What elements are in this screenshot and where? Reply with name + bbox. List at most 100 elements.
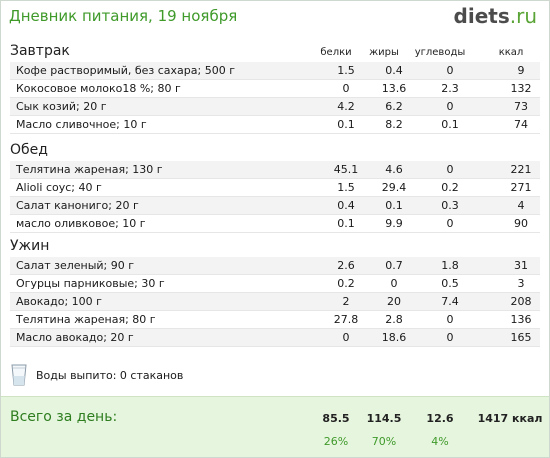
meal-header: Ужин (0, 237, 550, 257)
food-name: Авокадо; 100 г (16, 295, 102, 308)
kcal-value: 9 (517, 64, 525, 77)
logo-main: diets (453, 4, 510, 28)
fat-value: 13.6 (381, 82, 407, 95)
meal-header: Обед (0, 141, 550, 161)
food-row: Салат зеленый; 90 г 2.6 0.7 1.8 31 (10, 257, 540, 275)
food-name: Сык козий; 20 г (16, 100, 107, 113)
food-row: Огурцы парниковые; 30 г 0.2 0 0.5 3 (10, 275, 540, 293)
meal-section-breakfast: Завтрак белки жиры углеводы ккал Кофе ра… (0, 42, 550, 134)
kcal-value: 221 (510, 163, 532, 176)
header: Дневник питания, 19 ноября diets.ru (0, 0, 550, 38)
kcal-value: 165 (510, 331, 532, 344)
fat-value: 4.6 (385, 163, 403, 176)
column-header-carbs: углеводы (414, 47, 466, 58)
meal-title: Ужин (10, 238, 50, 254)
kcal-value: 90 (514, 217, 528, 230)
daily-total: Всего за день: 85.5 114.5 12.6 1417 ккал… (1, 396, 549, 457)
kcal-value: 74 (514, 118, 528, 131)
food-name: Кокосовое молоко18 %; 80 г (16, 82, 181, 95)
food-row: масло оливковое; 10 г 0.1 9.9 0 90 (10, 215, 540, 233)
total-label: Всего за день: (10, 409, 118, 425)
carbs-value: 0.5 (441, 277, 459, 290)
food-row: Масло сливочное; 10 г 0.1 8.2 0.1 74 (10, 116, 540, 134)
fat-value: 20 (387, 295, 401, 308)
food-name: Масло авокадо; 20 г (16, 331, 134, 344)
fat-value: 0.1 (385, 199, 403, 212)
carbs-value: 0 (446, 217, 454, 230)
carbs-value: 0 (446, 163, 454, 176)
fat-value: 29.4 (381, 181, 407, 194)
food-name: Масло сливочное; 10 г (16, 118, 147, 131)
kcal-value: 271 (510, 181, 532, 194)
food-name: масло оливковое; 10 г (16, 217, 146, 230)
food-name: Огурцы парниковые; 30 г (16, 277, 165, 290)
total-carbs: 12.6 (426, 412, 454, 425)
page-title: Дневник питания, 19 ноября (9, 7, 238, 25)
carbs-value: 0 (446, 331, 454, 344)
logo-suffix: .ru (509, 4, 537, 28)
water-glass-icon (10, 364, 28, 386)
carbs-value: 0.3 (441, 199, 459, 212)
kcal-value: 208 (510, 295, 532, 308)
carbs-value: 2.3 (441, 82, 459, 95)
column-header-protein: белки (320, 47, 352, 58)
kcal-value: 4 (517, 199, 525, 212)
meal-header: Завтрак белки жиры углеводы ккал (0, 42, 550, 62)
fat-value: 0 (390, 277, 398, 290)
carbs-value: 0 (446, 313, 454, 326)
food-name: Салат зеленый; 90 г (16, 259, 135, 272)
protein-value: 2 (342, 295, 350, 308)
kcal-value: 136 (510, 313, 532, 326)
protein-value: 0.2 (337, 277, 355, 290)
carbs-value: 1.8 (441, 259, 459, 272)
food-row: Кокосовое молоко18 %; 80 г 0 13.6 2.3 13… (10, 80, 540, 98)
carbs-value: 0.2 (441, 181, 459, 194)
total-fat: 114.5 (366, 412, 402, 425)
fat-value: 0.4 (385, 64, 403, 77)
fat-value: 6.2 (385, 100, 403, 113)
food-row: Alioli соус; 40 г 1.5 29.4 0.2 271 (10, 179, 540, 197)
food-row: Кофе растворимый, без сахара; 500 г 1.5 … (10, 62, 540, 80)
food-name: Телятина жареная; 130 г (16, 163, 163, 176)
food-name: Телятина жареная; 80 г (16, 313, 156, 326)
meal-title: Обед (10, 142, 48, 158)
fat-value: 2.8 (385, 313, 403, 326)
food-row: Авокадо; 100 г 2 20 7.4 208 (10, 293, 540, 311)
food-name: Салат канониго; 20 г (16, 199, 139, 212)
fat-value: 18.6 (381, 331, 407, 344)
carbs-value: 7.4 (441, 295, 459, 308)
fat-percent: 70% (371, 435, 397, 448)
water-tracker: Воды выпито: 0 стаканов (10, 364, 310, 386)
fat-value: 8.2 (385, 118, 403, 131)
total-protein: 85.5 (322, 412, 350, 425)
protein-percent: 26% (323, 435, 349, 448)
food-row: Масло авокадо; 20 г 0 18.6 0 165 (10, 329, 540, 347)
protein-value: 0.1 (337, 118, 355, 131)
carbs-value: 0 (446, 64, 454, 77)
kcal-value: 73 (514, 100, 528, 113)
fat-value: 9.9 (385, 217, 403, 230)
protein-value: 0.1 (337, 217, 355, 230)
total-kcal: 1417 ккал (477, 412, 543, 425)
meal-section-dinner: Ужин Салат зеленый; 90 г 2.6 0.7 1.8 31 … (0, 237, 550, 347)
column-header-kcal: ккал (498, 47, 524, 58)
column-header-fat: жиры (369, 47, 399, 58)
protein-value: 0 (342, 82, 350, 95)
site-logo[interactable]: diets.ru (454, 4, 537, 28)
protein-value: 45.1 (333, 163, 359, 176)
food-row: Телятина жареная; 80 г 27.8 2.8 0 136 (10, 311, 540, 329)
protein-value: 1.5 (337, 64, 355, 77)
protein-value: 4.2 (337, 100, 355, 113)
carbs-value: 0 (446, 100, 454, 113)
food-row: Сык козий; 20 г 4.2 6.2 0 73 (10, 98, 540, 116)
food-name: Alioli соус; 40 г (16, 181, 102, 194)
meal-title: Завтрак (10, 43, 70, 59)
fat-value: 0.7 (385, 259, 403, 272)
meal-section-lunch: Обед Телятина жареная; 130 г 45.1 4.6 0 … (0, 141, 550, 233)
protein-value: 0.4 (337, 199, 355, 212)
kcal-value: 132 (510, 82, 532, 95)
protein-value: 27.8 (333, 313, 359, 326)
food-name: Кофе растворимый, без сахара; 500 г (16, 64, 235, 77)
protein-value: 1.5 (337, 181, 355, 194)
carbs-percent: 4% (431, 435, 449, 448)
